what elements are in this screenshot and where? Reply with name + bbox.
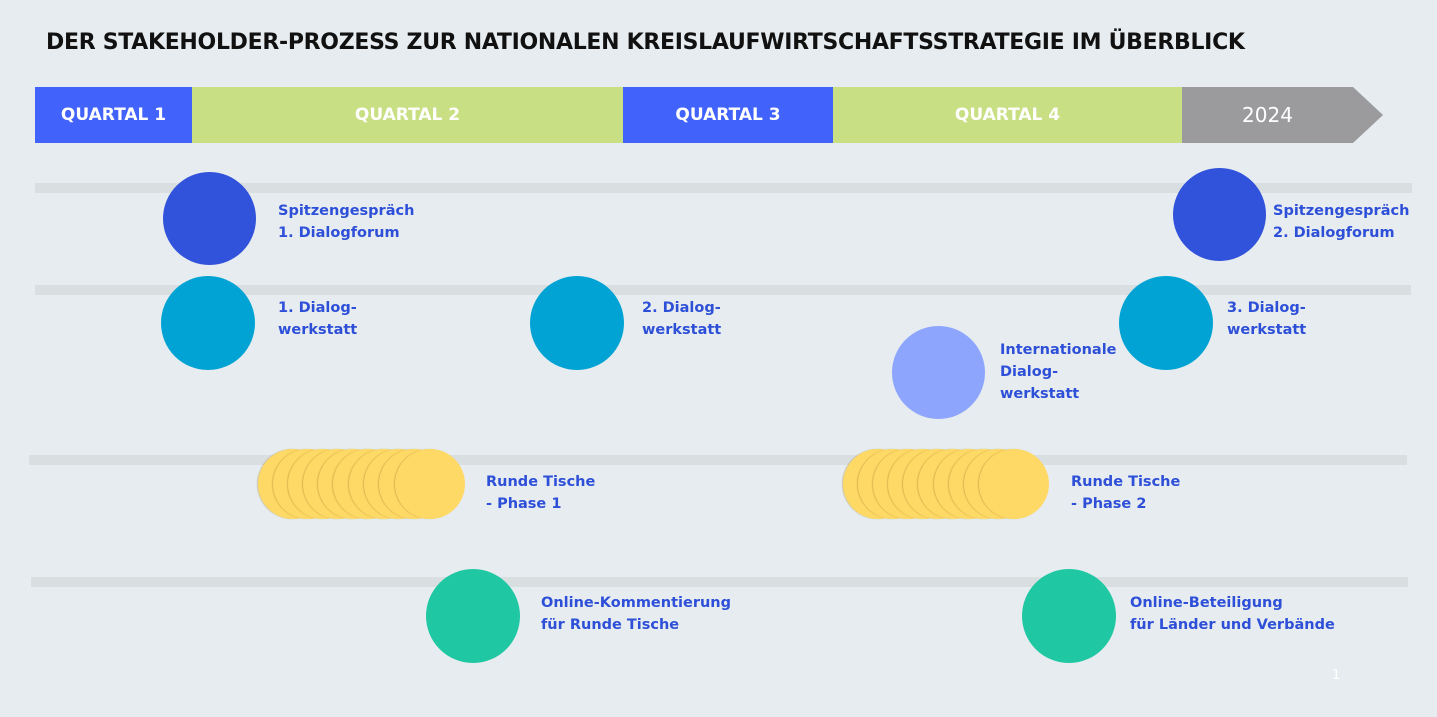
- runde-tische-coin: [979, 449, 1049, 519]
- label-line: 2. Dialogforum: [1273, 225, 1395, 241]
- dialogwerkstatt-3-label: 3. Dialog- werkstatt: [1227, 297, 1306, 341]
- page-title: DER STAKEHOLDER-PROZESS ZUR NATIONALEN K…: [46, 30, 1245, 55]
- timeline-quarter-3: QUARTAL 3: [623, 87, 833, 143]
- label-line: Runde Tische: [1071, 474, 1181, 490]
- label-line: für Länder und Verbände: [1130, 617, 1335, 633]
- label-line: für Runde Tische: [541, 617, 680, 633]
- lane-band-dialogwerkstatt: [35, 285, 1411, 295]
- label-line: Spitzengespräch: [278, 203, 415, 219]
- dialogwerkstatt-2-label: 2. Dialog- werkstatt: [642, 297, 721, 341]
- dialogwerkstatt-3-circle: [1119, 276, 1213, 370]
- timeline-quarter-2: QUARTAL 2: [192, 87, 623, 143]
- timeline-2024-label: 2024: [1242, 103, 1293, 127]
- label-line: Internationale: [1000, 342, 1117, 358]
- label-line: 1. Dialogforum: [278, 225, 400, 241]
- timeline-arrow-2024: 2024: [1182, 87, 1383, 143]
- lane-band-runde-tische: [29, 455, 1407, 465]
- spitzengespraech-2-circle: [1173, 168, 1266, 261]
- page-number: 1: [1332, 668, 1341, 683]
- international-dialogwerkstatt-label: Internationale Dialog- werkstatt: [1000, 339, 1117, 405]
- label-line: werkstatt: [642, 322, 722, 338]
- label-line: 3. Dialog-: [1227, 300, 1306, 316]
- online-kommentierung-label: Online-Kommentierung für Runde Tische: [541, 592, 731, 636]
- timeline-quarter-4: QUARTAL 4: [833, 87, 1182, 143]
- label-line: werkstatt: [1227, 322, 1307, 338]
- label-line: 2. Dialog-: [642, 300, 721, 316]
- dialogwerkstatt-1-circle: [161, 276, 255, 370]
- label-line: werkstatt: [1000, 386, 1080, 402]
- international-dialogwerkstatt-circle: [892, 326, 985, 419]
- runde-tische-1-label: Runde Tische - Phase 1: [486, 471, 595, 515]
- lane-band-online: [31, 577, 1408, 587]
- dialogwerkstatt-1-label: 1. Dialog- werkstatt: [278, 297, 357, 341]
- online-beteiligung-circle: [1022, 569, 1116, 663]
- label-line: Dialog-: [1000, 364, 1059, 380]
- label-line: 1. Dialog-: [278, 300, 357, 316]
- label-line: Online-Kommentierung: [541, 595, 731, 611]
- spitzengespraech-1-label: Spitzengespräch 1. Dialogforum: [278, 200, 414, 244]
- dialogwerkstatt-2-circle: [530, 276, 624, 370]
- label-line: Runde Tische: [486, 474, 596, 490]
- label-line: Spitzengespräch: [1273, 203, 1410, 219]
- online-kommentierung-circle: [426, 569, 520, 663]
- spitzengespraech-1-circle: [163, 172, 256, 265]
- runde-tische-coin: [395, 449, 465, 519]
- label-line: Online-Beteiligung: [1130, 595, 1283, 611]
- runde-tische-2-label: Runde Tische - Phase 2: [1071, 471, 1180, 515]
- lane-band-spitzengespraech: [35, 183, 1412, 193]
- label-line: - Phase 2: [1071, 496, 1147, 512]
- timeline-quarter-1: QUARTAL 1: [35, 87, 192, 143]
- label-line: werkstatt: [278, 322, 358, 338]
- spitzengespraech-2-label: Spitzengespräch 2. Dialogforum: [1273, 200, 1409, 244]
- label-line: - Phase 1: [486, 496, 562, 512]
- online-beteiligung-label: Online-Beteiligung für Länder und Verbän…: [1130, 592, 1335, 636]
